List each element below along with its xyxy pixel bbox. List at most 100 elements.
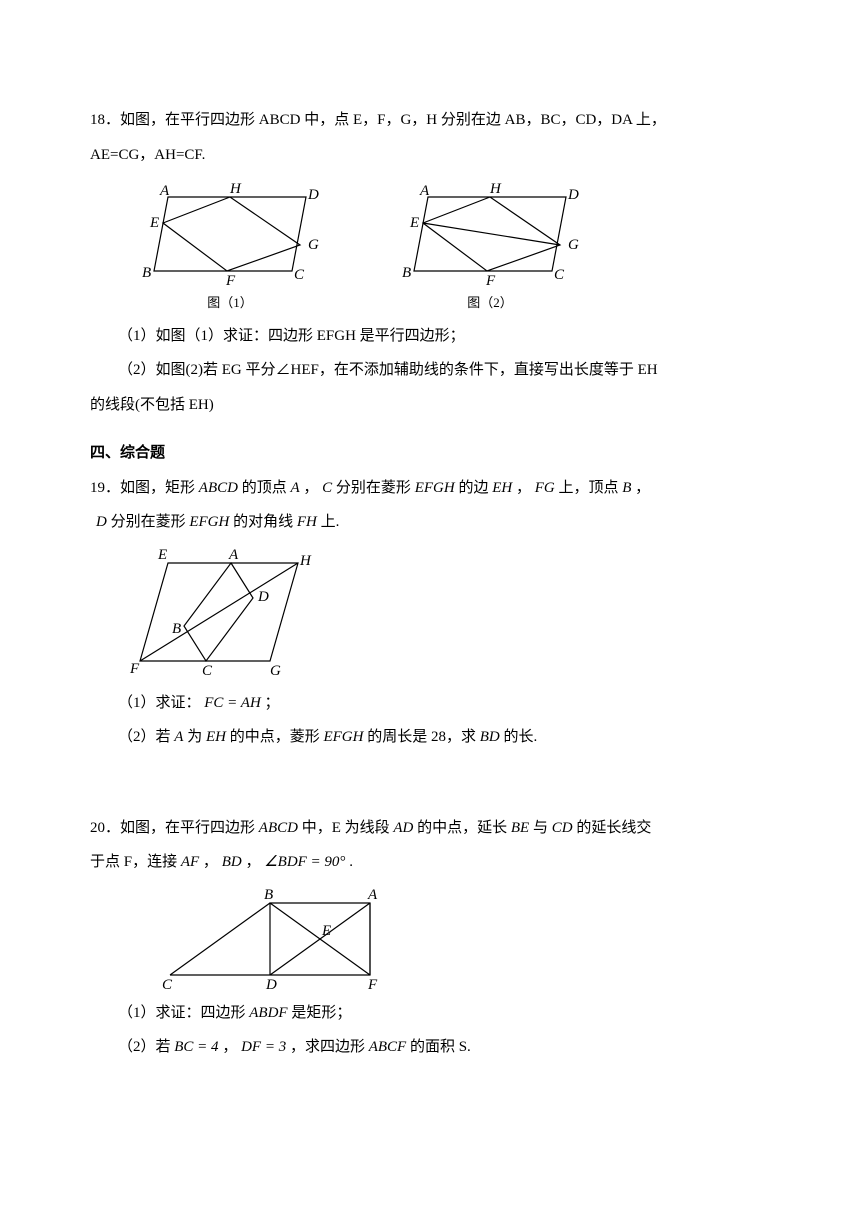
svg-text:E: E: [157, 547, 167, 563]
q19-p2: （2）若 A 为 EH 的中点，菱形 EFGH 的周长是 28，求 BD 的长.: [90, 723, 770, 752]
t5: ，: [300, 480, 323, 496]
q18-fig2-cap: 图（2）: [467, 291, 513, 316]
svg-text:E: E: [321, 923, 331, 939]
q20-fig: BA E CDF: [150, 883, 770, 993]
svg-text:B: B: [264, 887, 273, 903]
p2efgh: EFGH: [323, 729, 363, 745]
s2af: AF: [181, 854, 199, 870]
t7: 分别在菱形: [332, 480, 415, 496]
qp1a: （1）求证：四边形: [118, 1005, 249, 1021]
t3: 的顶点: [238, 480, 291, 496]
svg-text:D: D: [567, 187, 579, 203]
q18-stem1-text: 如图，在平行四边形 ABCD 中，点 E，F，G，H 分别在边 AB，BC，CD…: [120, 112, 666, 128]
q20-stem1: 20．如图，在平行四边形 ABCD 中，E 为线段 AD 的中点，延长 BE 与…: [90, 814, 770, 843]
q18-fig1: A H D E G B F C 图（1）: [130, 179, 330, 316]
s2bd: BD: [222, 854, 242, 870]
q18-figures: AHD EG BFC 图（1） AHD EG BFC 图（: [130, 179, 770, 316]
t2: ABCD: [199, 480, 238, 496]
svg-text:F: F: [367, 977, 378, 993]
t15: ，: [631, 480, 650, 496]
t21: D: [96, 514, 107, 530]
svg-text:C: C: [162, 977, 173, 993]
q18-fig2: AHD EG BFC 图（2）: [390, 179, 590, 316]
q18-fig1-cap: 图（1）: [207, 291, 253, 316]
svg-text:B: B: [142, 265, 151, 281]
q18-fig1-svg: A H D E G B F C: [130, 179, 330, 289]
qp2a: （2）若: [118, 1039, 174, 1055]
p1b: ；: [261, 695, 280, 711]
t1: 如图，矩形: [120, 480, 199, 496]
svg-text:B: B: [402, 265, 411, 281]
svg-text:C: C: [294, 267, 305, 283]
s1e: 的延长线交: [573, 820, 652, 836]
q18-stem1: 18．如图，在平行四边形 ABCD 中，点 E，F，G，H 分别在边 AB，BC…: [90, 106, 770, 135]
q18-stem2: AE=CG，AH=CF.: [90, 141, 770, 170]
svg-text:C: C: [202, 663, 213, 679]
q18-p1: （1）如图（1）求证：四边形 EFGH 是平行四边形；: [90, 322, 770, 351]
s2d: .: [345, 854, 353, 870]
t11: ，: [512, 480, 535, 496]
s2c: ，: [242, 854, 265, 870]
p1eq: FC = AH: [204, 695, 261, 711]
svg-text:G: G: [568, 237, 579, 253]
svg-text:A: A: [159, 183, 170, 199]
qp2b: ，: [219, 1039, 242, 1055]
q19-p1: （1）求证： FC = AH ；: [90, 689, 770, 718]
svg-text:A: A: [228, 547, 239, 563]
q20-num: 20．: [90, 820, 120, 836]
svg-text:F: F: [225, 273, 236, 289]
qp2c: ，求四边形: [286, 1039, 369, 1055]
q20-stem2: 于点 F，连接 AF ， BD ， ∠BDF = 90° .: [90, 848, 770, 877]
t8: EFGH: [415, 480, 455, 496]
svg-text:H: H: [489, 181, 502, 197]
q18-p2a: （2）如图(2)若 EG 平分∠HEF，在不添加辅助线的条件下，直接写出长度等于…: [90, 356, 770, 385]
p2d: 的周长是 28，求: [363, 729, 479, 745]
svg-text:D: D: [307, 187, 319, 203]
q19-fig: E A H D B F C G: [120, 543, 770, 683]
qp2df: DF = 3: [241, 1039, 286, 1055]
t13: 上，顶点: [555, 480, 623, 496]
t9: 的边: [455, 480, 493, 496]
svg-text:B: B: [172, 621, 181, 637]
s1a: 如图，在平行四边形: [120, 820, 259, 836]
s1b: 中，E 为线段: [298, 820, 393, 836]
q19-stem1: 19．如图，矩形 ABCD 的顶点 A ， C 分别在菱形 EFGH 的边 EH…: [90, 474, 770, 503]
svg-text:H: H: [229, 181, 242, 197]
p2c: 的中点，菱形: [226, 729, 324, 745]
p2bd: BD: [480, 729, 500, 745]
s1be: BE: [511, 820, 529, 836]
t4: A: [290, 480, 299, 496]
s1c: 的中点，延长: [413, 820, 511, 836]
svg-text:F: F: [129, 661, 140, 677]
q20-fig-svg: BA E CDF: [150, 883, 400, 993]
svg-text:D: D: [257, 589, 269, 605]
svg-text:C: C: [554, 267, 565, 283]
s2ang: ∠BDF = 90°: [264, 854, 345, 870]
s2b: ，: [199, 854, 222, 870]
q19-fig-svg: E A H D B F C G: [120, 543, 320, 683]
t6: C: [322, 480, 332, 496]
qp1abdf: ABDF: [249, 1005, 287, 1021]
q19-num: 19．: [90, 480, 120, 496]
section4-title: 四、综合题: [90, 439, 770, 468]
svg-text:G: G: [270, 663, 281, 679]
s1ad: AD: [393, 820, 413, 836]
q19-stem2: D 分别在菱形 EFGH 的对角线 FH 上.: [90, 508, 770, 537]
svg-text:E: E: [149, 215, 159, 231]
s2a: 于点 F，连接: [90, 854, 181, 870]
t12: FG: [535, 480, 555, 496]
t10: EH: [492, 480, 512, 496]
t25: FH: [297, 514, 317, 530]
svg-text:G: G: [308, 237, 319, 253]
qp2abcf: ABCF: [369, 1039, 407, 1055]
t22: 分别在菱形: [107, 514, 190, 530]
qp1b: 是矩形；: [288, 1005, 352, 1021]
p2b: 为: [183, 729, 206, 745]
p2a: （2）若: [118, 729, 174, 745]
svg-text:F: F: [485, 273, 496, 289]
svg-text:H: H: [299, 553, 312, 569]
q18-num: 18．: [90, 112, 120, 128]
t24: 的对角线: [229, 514, 297, 530]
p2e: 的长.: [500, 729, 538, 745]
svg-text:D: D: [265, 977, 277, 993]
